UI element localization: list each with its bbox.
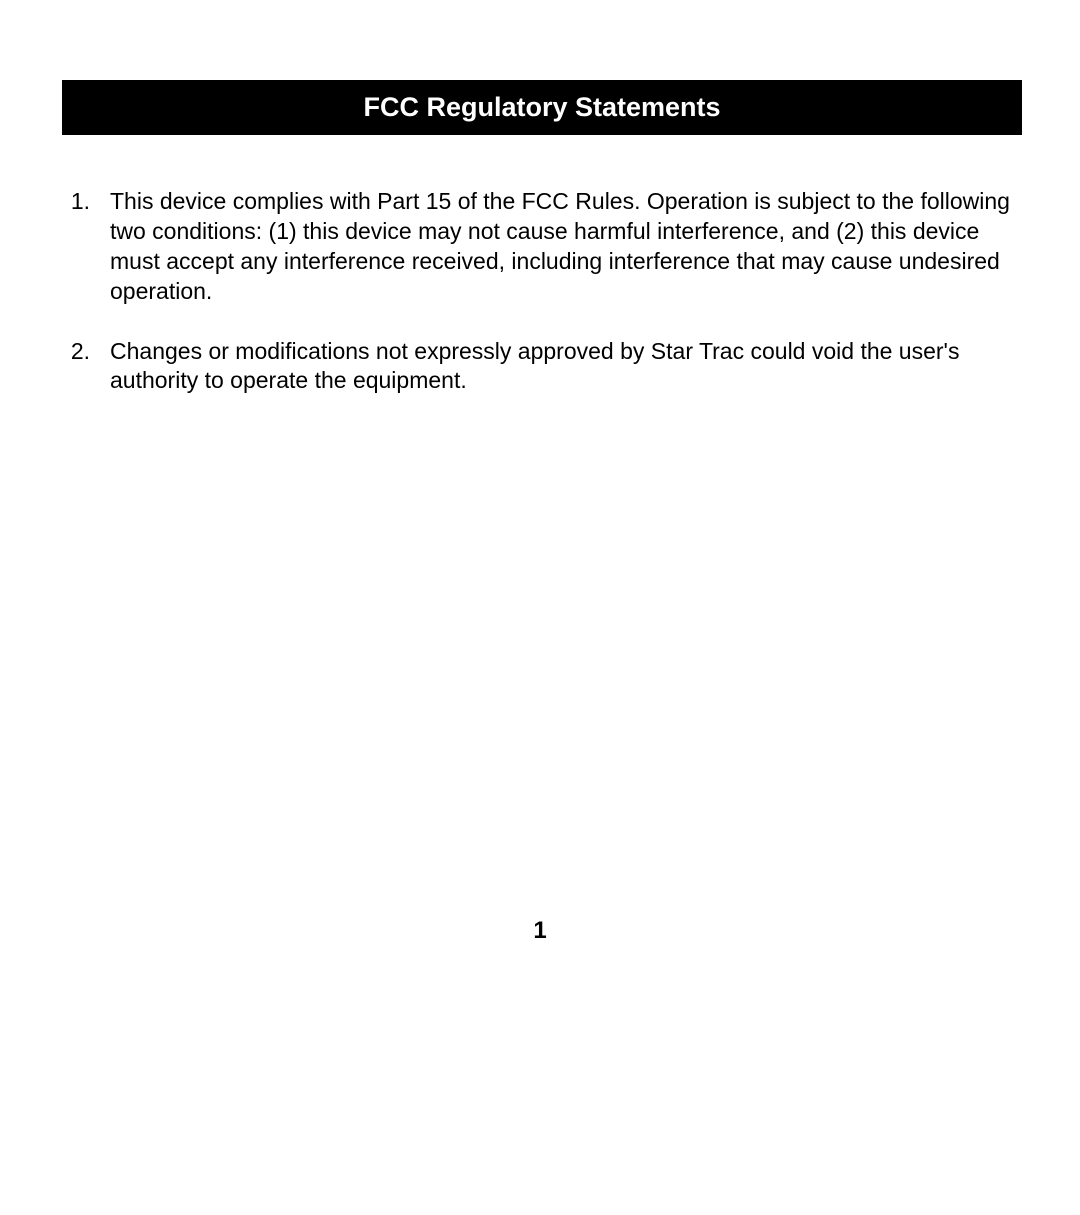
list-item: 1. This device complies with Part 15 of … bbox=[62, 187, 1017, 307]
section-title-bar: FCC Regulatory Statements bbox=[62, 80, 1022, 135]
section-title: FCC Regulatory Statements bbox=[363, 92, 720, 122]
page-number: 1 bbox=[0, 917, 1080, 945]
list-item-text: Changes or modifications not expressly a… bbox=[110, 337, 1017, 397]
page-container: FCC Regulatory Statements 1. This device… bbox=[0, 0, 1080, 396]
list-item: 2. Changes or modifications not expressl… bbox=[62, 337, 1017, 397]
list-item-text: This device complies with Part 15 of the… bbox=[110, 187, 1017, 307]
list-item-number: 2. bbox=[62, 337, 110, 397]
list-item-number: 1. bbox=[62, 187, 110, 307]
statements-list: 1. This device complies with Part 15 of … bbox=[62, 187, 1017, 396]
